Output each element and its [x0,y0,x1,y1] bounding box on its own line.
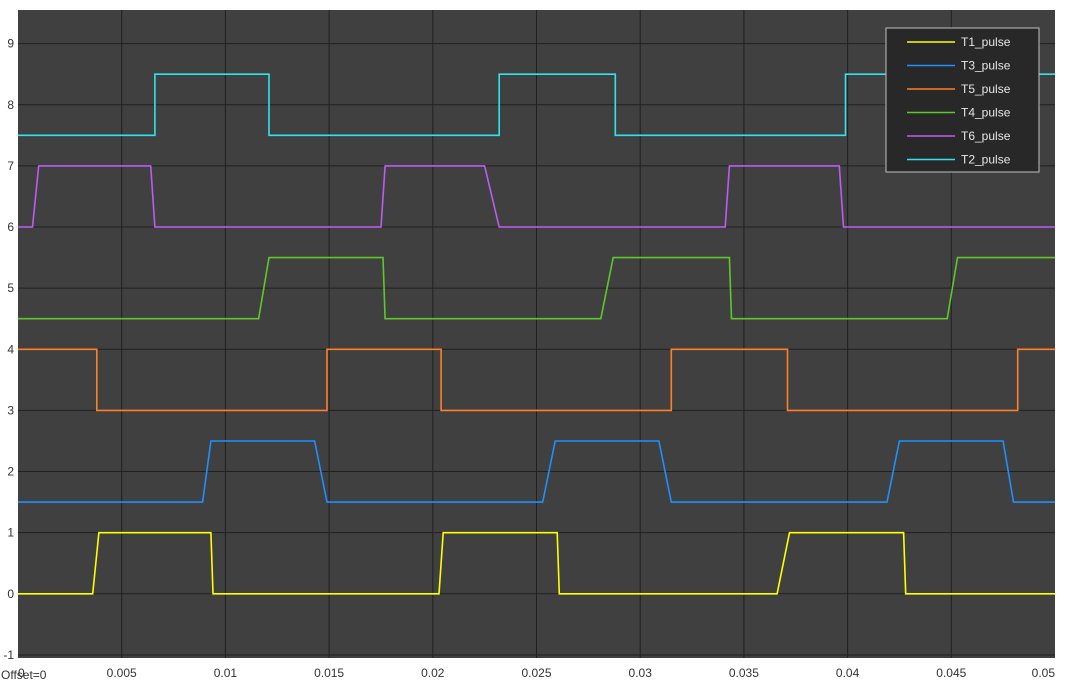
legend-label-T2_pulse: T2_pulse [961,153,1011,167]
y-tick-label: 2 [7,465,14,479]
series-group [18,73,1055,595]
y-tick-label: -1 [3,648,14,662]
series-line-T6_pulse [18,165,1055,228]
x-tick-label: 0.045 [936,666,966,680]
y-tick-label: 6 [7,220,14,234]
legend-label-T3_pulse: T3_pulse [961,59,1011,73]
x-tick-label: 0.025 [521,666,551,680]
x-tick-label: 0.01 [214,666,238,680]
x-tick-label: 0.035 [729,666,759,680]
x-tick-label: 0 [18,666,25,680]
series-line-T5_pulse [18,348,1055,412]
series-line-T4_pulse [18,256,1055,320]
y-tick-label: 7 [7,159,14,173]
x-tick-label: 0.005 [107,666,137,680]
series-line-T1_pulse [18,531,1055,595]
y-tick-label: 1 [7,526,14,540]
x-tick-label: 0.04 [836,666,860,680]
y-axis-ticks: -1 0 1 2 3 4 5 6 7 8 9 [3,37,14,662]
x-tick-label: 0.02 [421,666,445,680]
legend-box [885,27,1040,173]
y-tick-label: 4 [7,342,14,356]
y-tick-label: 5 [7,281,14,295]
legend-label-T4_pulse: T4_pulse [961,106,1011,120]
legend-items: T1_pulse T3_pulse T5_pulse T4_pulse T6_pulse… [907,35,1011,167]
series-line-T3_pulse [18,440,1055,503]
legend-label-T5_pulse: T5_pulse [961,82,1011,96]
legend-label-T6_pulse: T6_pulse [961,129,1011,143]
y-tick-label: 9 [7,37,14,51]
y-tick-label: 0 [7,587,14,601]
legend-label-T1_pulse: T1_pulse [961,35,1011,49]
x-tick-label: 0.05 [1032,666,1056,680]
x-axis-ticks: 0 0.005 0.01 0.015 0.02 0.025 0.03 0.035 0.04 0.0… [18,666,1055,680]
x-tick-label: 0.015 [314,666,344,680]
y-tick-label: 3 [7,403,14,417]
y-tick-label: 8 [7,98,14,112]
legend[interactable]: T1_pulse T3_pulse T5_pulse T4_pulse T6_pulse… [885,27,1040,173]
offset-label: Offset=0 [1,668,47,682]
series-line-T2_pulse [18,73,1055,137]
x-tick-label: 0.03 [629,666,653,680]
